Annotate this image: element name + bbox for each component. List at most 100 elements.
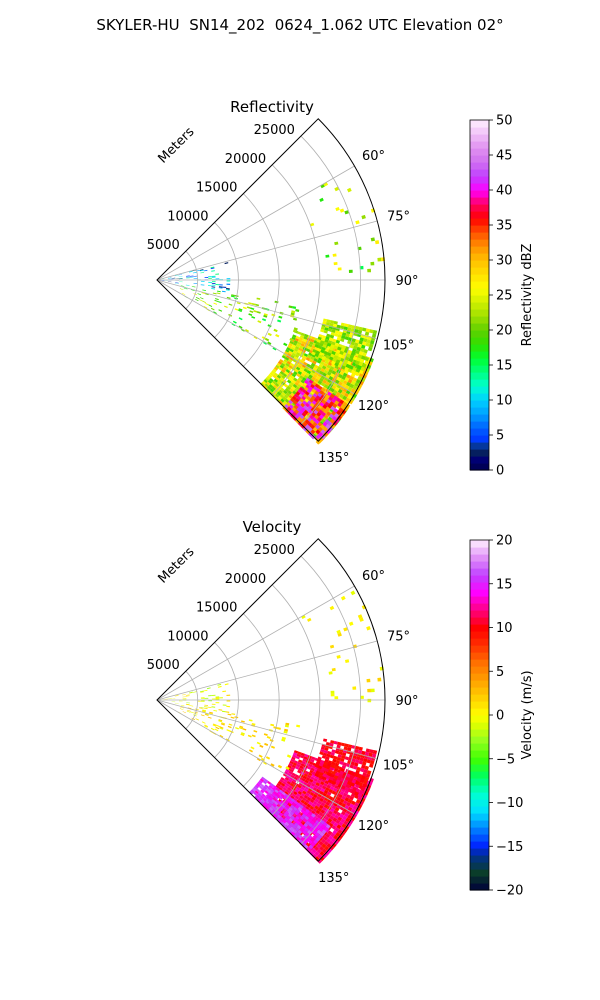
colorbar-segment [470, 687, 489, 695]
echo-cell [312, 367, 318, 372]
echo-cell [342, 401, 348, 407]
echo-cell [264, 383, 269, 388]
echo-cell [325, 406, 331, 412]
azimuth-tick-label: 105° [383, 339, 414, 354]
echo-cell [326, 848, 332, 854]
echo-cell [258, 754, 263, 758]
echo-cell [290, 312, 295, 316]
colorbar-tick-label: 20 [496, 324, 513, 339]
echo-cell [265, 377, 270, 382]
echo-cell [304, 805, 310, 811]
colorbar-tick-label: 40 [496, 184, 513, 199]
echo-cell [284, 371, 289, 376]
echo-cell [276, 374, 282, 379]
echo-cell [200, 714, 205, 717]
echo-cell [211, 270, 215, 272]
echo-cell [341, 375, 346, 381]
velocity-colorbar-label: Velocity (m/s) [520, 670, 535, 759]
echo-cell [284, 364, 289, 369]
echo-cell [282, 780, 287, 785]
echo-cell [309, 815, 314, 821]
echo-cell [200, 284, 205, 286]
echo-cell [285, 349, 290, 353]
echo-cell [354, 791, 359, 797]
echo-cell [293, 834, 298, 839]
echo-cell [265, 387, 270, 392]
echo-cell [322, 426, 328, 432]
echo-cell [238, 325, 243, 329]
echo-cell [308, 379, 314, 384]
echo-cell [306, 796, 312, 802]
echo-cell [285, 769, 290, 773]
echo-cell [258, 791, 263, 796]
echo-cell [280, 398, 285, 403]
echo-cell [265, 794, 270, 799]
echo-cell [338, 801, 343, 806]
echo-cell [347, 368, 353, 373]
echo-cell [347, 350, 352, 355]
echo-cell [282, 773, 288, 777]
echo-cell [327, 750, 332, 755]
echo-cell [307, 426, 313, 432]
echo-cell [202, 710, 206, 712]
colorbar-segment [470, 750, 489, 758]
echo-cell [186, 276, 190, 278]
echo-cell [293, 317, 298, 321]
echo-cell [288, 342, 293, 347]
colorbar-segment [470, 428, 489, 436]
echo-cell [300, 332, 306, 337]
colorbar-tick-label: −10 [496, 796, 523, 811]
colorbar-segment [470, 281, 489, 289]
echo-cell [240, 733, 245, 737]
echo-cell [270, 788, 275, 793]
echo-cell [231, 294, 235, 297]
echo-cell [218, 286, 223, 288]
echo-cell [324, 850, 330, 856]
echo-cell [326, 411, 332, 417]
echo-cell [338, 834, 344, 840]
echo-cell [175, 703, 179, 704]
echo-cell [303, 811, 309, 816]
echo-cell [312, 360, 317, 365]
echo-cell [315, 439, 321, 445]
echo-cell [193, 275, 198, 277]
echo-cell [286, 780, 292, 785]
echo-cell [318, 811, 324, 817]
echo-cell [312, 426, 318, 432]
echo-cell [226, 288, 230, 290]
echo-cell [303, 368, 309, 373]
echo-cell [372, 330, 378, 335]
echo-cell [279, 359, 284, 363]
echo-cell [294, 774, 300, 779]
echo-cell [292, 350, 298, 355]
echo-cell [340, 338, 345, 343]
echo-cell [271, 386, 276, 391]
echo-cell [282, 786, 287, 791]
echo-cell [314, 378, 320, 383]
echo-cell [307, 818, 313, 823]
echo-cell [219, 284, 223, 286]
echo-cell [370, 340, 375, 345]
azimuth-spoke [156, 279, 355, 395]
echo-cell [299, 345, 304, 350]
colorbar-segment [470, 365, 489, 373]
echo-cell [262, 803, 267, 808]
echo-cell [322, 379, 327, 384]
echo-cell [324, 747, 329, 751]
echo-cell [211, 275, 216, 277]
echo-cell [256, 783, 261, 787]
echo-cell [310, 767, 315, 772]
echo-cell [297, 389, 302, 394]
echo-cell [303, 756, 308, 760]
echo-cell [344, 377, 350, 382]
echo-cell [314, 414, 319, 420]
echo-cell [268, 384, 274, 389]
colorbar-tick-label: 45 [496, 149, 513, 164]
echo-cell [333, 323, 338, 328]
echo-cell [325, 367, 330, 372]
colorbar-segment [470, 246, 489, 254]
echo-cell [331, 360, 336, 365]
echo-cell [275, 799, 280, 804]
echo-cell [327, 421, 333, 427]
